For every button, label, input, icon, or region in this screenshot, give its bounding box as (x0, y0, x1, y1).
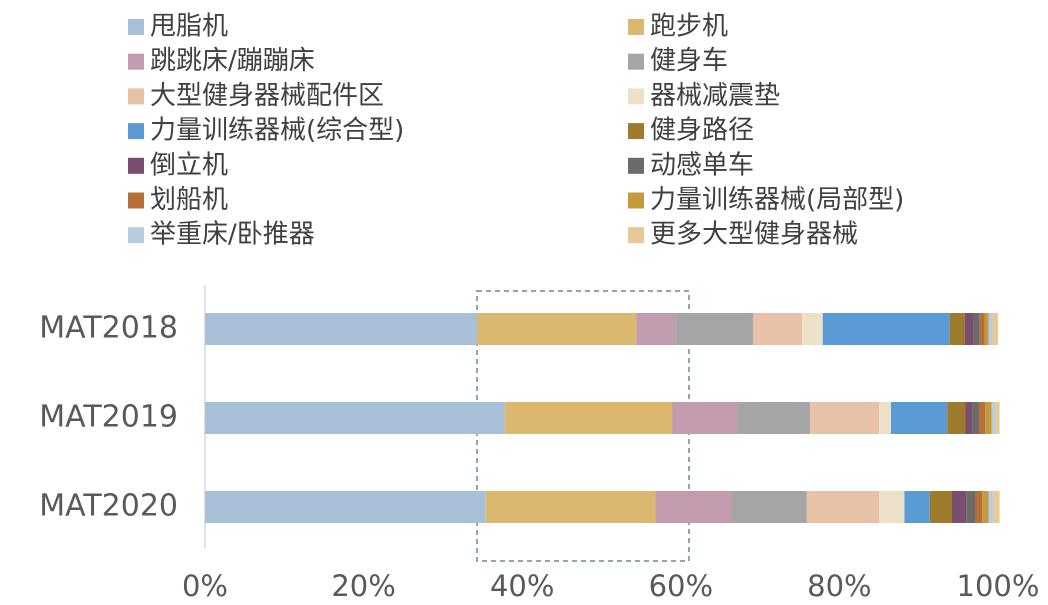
legend-label: 健身车 (650, 46, 728, 76)
bar-segment (205, 402, 505, 434)
bar-segment (993, 491, 1000, 523)
bar-segment (205, 491, 486, 523)
bar-segment (890, 402, 948, 434)
legend-swatch (128, 227, 144, 244)
legend-swatch (628, 123, 644, 140)
bar-segment (949, 313, 965, 345)
legend-label: 力量训练器械(综合型) (150, 116, 404, 146)
bar-segment (975, 491, 983, 523)
bar-segment (655, 491, 732, 523)
bar-segment (982, 491, 989, 523)
bar-segment (672, 402, 738, 434)
legend-label: 跑步机 (650, 12, 728, 42)
legend-label: 甩脂机 (150, 12, 228, 42)
legend-label: 器械减震垫 (650, 81, 780, 111)
legend-swatch (628, 53, 644, 70)
x-tick-label: 0% (182, 569, 228, 603)
bar-segment (879, 402, 891, 434)
bar-segment (947, 402, 966, 434)
bar-segment (636, 313, 676, 345)
category-label: MAT2018 (39, 311, 178, 346)
x-tick-label: 60% (649, 569, 713, 603)
bar-segment (205, 313, 477, 345)
legend-swatch (128, 19, 144, 35)
legend-label: 更多大型健身器械 (650, 220, 858, 250)
bar-segment (504, 402, 673, 434)
legend-swatch (628, 157, 644, 174)
legend-swatch (628, 192, 644, 209)
bar-segment (988, 491, 994, 523)
bar-segment (731, 491, 807, 523)
x-tick-label: 100% (957, 569, 1040, 603)
legend-swatch (628, 88, 644, 105)
legend-label: 跳跳床/蹦蹦床 (150, 46, 315, 76)
bar-segment (984, 313, 989, 345)
bar-segment (952, 491, 967, 523)
bar-segment (675, 313, 753, 345)
bar-segment (476, 313, 637, 345)
bar-segment (992, 313, 998, 345)
x-tick-label: 40% (490, 569, 554, 603)
bar-segment (995, 402, 1000, 434)
bar-segment (972, 402, 979, 434)
bar-segment (966, 491, 976, 523)
bar-segment (965, 402, 973, 434)
legend-swatch (128, 157, 144, 174)
bar-segment (991, 402, 996, 434)
legend-swatch (128, 53, 144, 70)
legend-swatch (128, 192, 144, 209)
legend-swatch (128, 123, 144, 140)
legend-label: 大型健身器械配件区 (150, 81, 384, 111)
bar-segment (485, 491, 656, 523)
x-tick-label: 80% (807, 569, 871, 603)
legend-swatch (628, 19, 644, 35)
legend-label: 力量训练器械(局部型) (650, 185, 904, 215)
category-label: MAT2020 (39, 489, 178, 524)
legend-label: 动感单车 (650, 150, 754, 180)
bar-segment (822, 313, 950, 345)
legend-label: 倒立机 (150, 150, 228, 180)
legend-swatch (128, 88, 144, 105)
bar-segment (929, 491, 953, 523)
category-label: MAT2019 (39, 400, 178, 435)
bar-segment (988, 313, 993, 345)
bar-segment (802, 313, 823, 345)
legend-label: 划船机 (150, 185, 228, 215)
bar-segment (978, 402, 986, 434)
x-tick-label: 20% (331, 569, 395, 603)
legend-label: 举重床/卧推器 (150, 220, 315, 250)
bar-segment (964, 313, 974, 345)
bar-segment (806, 491, 880, 523)
bar-segment (979, 313, 985, 345)
bar-segment (737, 402, 811, 434)
legend-swatch (628, 227, 644, 244)
bar-segment (810, 402, 880, 434)
legend-label: 健身路径 (650, 116, 754, 146)
bar-segment (904, 491, 930, 523)
bar-segment (973, 313, 980, 345)
bar-segment (752, 313, 803, 345)
bar-segment (985, 402, 992, 434)
bar-segment (879, 491, 905, 523)
